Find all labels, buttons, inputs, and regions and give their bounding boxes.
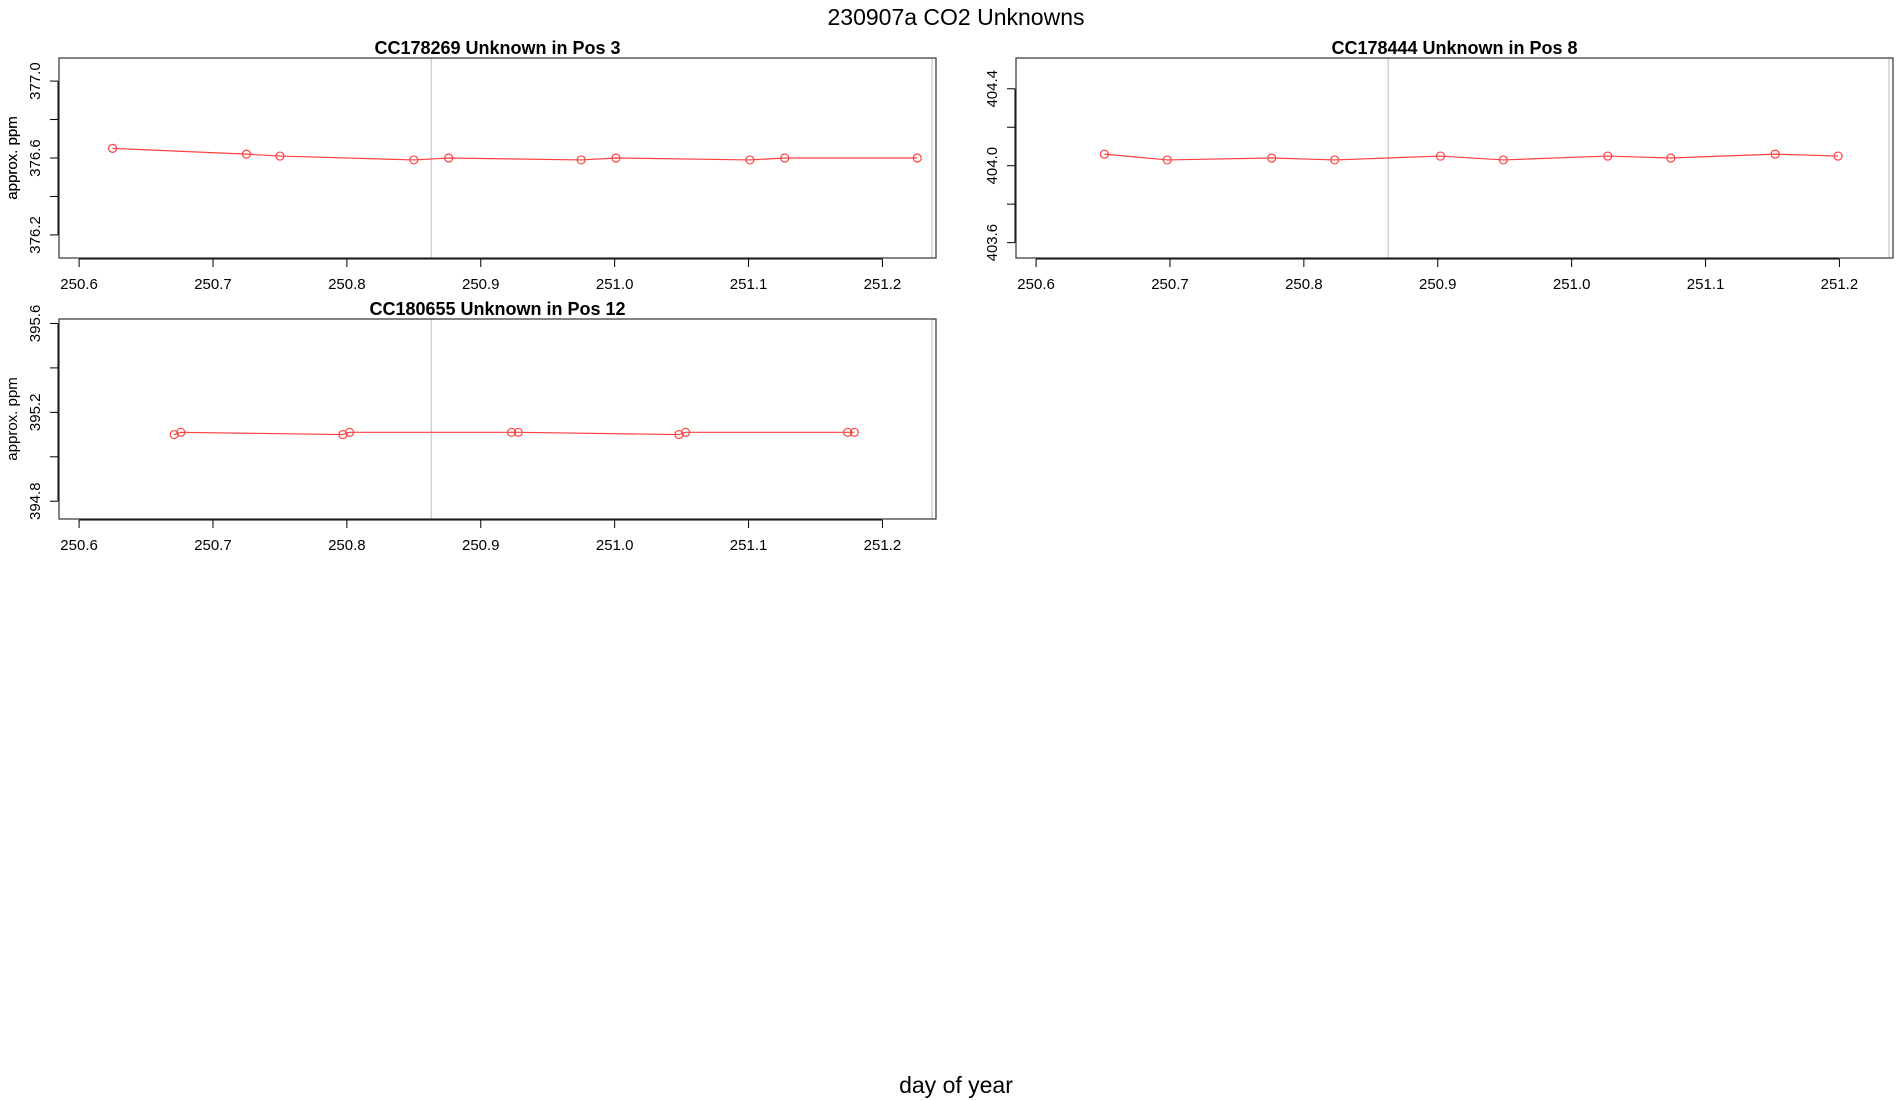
y-tick-label: 404.4: [984, 70, 1001, 108]
panel-title: CC178444 Unknown in Pos 8: [1331, 38, 1577, 58]
x-tick-label: 250.8: [1285, 276, 1323, 293]
x-tick-label: 251.1: [730, 537, 768, 554]
y-tick-label: 394.8: [27, 482, 44, 520]
data-point: [1267, 153, 1277, 163]
data-point: [338, 429, 348, 440]
panel-title: CC178269 Unknown in Pos 3: [374, 38, 620, 58]
x-tick-label: 250.8: [328, 276, 366, 293]
y-axis-label: approx. ppm: [4, 116, 21, 199]
x-tick-label: 251.2: [864, 276, 902, 293]
data-point: [681, 427, 691, 437]
x-tick-label: 251.1: [1687, 276, 1725, 293]
plot-frame: [58, 318, 937, 520]
data-point: [611, 153, 621, 163]
x-axis-label: day of year: [899, 1072, 1013, 1098]
data-point: [241, 149, 252, 159]
x-tick-label: 251.0: [596, 537, 634, 554]
data-point: [1435, 151, 1446, 161]
data-point: [513, 427, 523, 437]
data-point: [1162, 155, 1172, 165]
series-line: [1104, 153, 1839, 161]
x-tick-label: 250.7: [194, 276, 232, 293]
x-tick-label: 250.7: [1151, 276, 1189, 293]
y-tick-label: 404.0: [984, 147, 1001, 185]
data-point: [1833, 151, 1843, 161]
data-point: [506, 427, 517, 437]
panel-title: CC180655 Unknown in Pos 12: [369, 299, 625, 319]
x-tick-label: 250.9: [462, 276, 500, 293]
data-point: [1666, 153, 1676, 163]
plot-frame: [1015, 57, 1894, 259]
y-tick-label: 395.6: [27, 305, 44, 343]
data-point: [107, 143, 118, 153]
x-tick-label: 251.2: [864, 537, 902, 554]
chart-panel-1: CC178269 Unknown in Pos 3 250.6 250.7 250.8…: [4, 38, 937, 293]
x-tick-label: 250.6: [1017, 276, 1055, 293]
data-point: [912, 153, 922, 163]
y-tick-label: 377.0: [27, 62, 44, 100]
data-point: [1099, 149, 1109, 159]
panels: CC178269 Unknown in Pos 3 250.6 250.7 250.8…: [4, 38, 1894, 554]
data-point: [576, 155, 586, 165]
data-point: [745, 155, 755, 165]
data-point: [409, 155, 419, 165]
x-tick-label: 251.0: [596, 276, 634, 293]
y-axis-label: approx. ppm: [4, 116, 21, 199]
data-point: [169, 429, 179, 440]
data-point: [176, 427, 186, 437]
data-point: [1330, 155, 1340, 165]
plot-frame: [58, 57, 937, 259]
y-tick-label: 376.6: [27, 139, 44, 177]
y-tick-label: 376.2: [27, 216, 44, 254]
x-tick-label: 250.7: [194, 537, 232, 554]
y-tick-label: 395.2: [27, 394, 44, 432]
x-tick-label: 251.0: [1553, 276, 1591, 293]
x-tick-label: 250.9: [462, 537, 500, 554]
data-point: [1770, 149, 1780, 159]
x-tick-label: 250.8: [328, 537, 366, 554]
data-point: [849, 427, 859, 437]
x-tick-label: 250.6: [60, 276, 98, 293]
data-point: [843, 427, 853, 437]
data-point: [1603, 151, 1613, 161]
x-tick-label: 251.1: [730, 276, 768, 293]
data-point: [1498, 155, 1508, 165]
x-tick-label: 251.2: [1821, 276, 1859, 293]
figure-title: 230907a CO2 Unknowns: [828, 4, 1085, 30]
x-tick-label: 250.9: [1419, 276, 1457, 293]
data-point: [780, 153, 790, 163]
data-point: [674, 429, 684, 440]
data-point: [344, 427, 355, 437]
y-axis-label: approx. ppm: [4, 377, 21, 460]
chart-panel-2: CC178444 Unknown in Pos 8 250.6 250.7 250.8…: [4, 38, 1894, 293]
chart-panel-3: CC180655 Unknown in Pos 12 250.6 250.7 250.…: [4, 299, 937, 554]
x-tick-label: 250.6: [60, 537, 98, 554]
y-tick-label: 403.6: [984, 224, 1001, 262]
series-line: [173, 431, 855, 436]
series-line: [112, 147, 918, 161]
data-point: [275, 151, 285, 161]
data-point: [444, 153, 454, 163]
